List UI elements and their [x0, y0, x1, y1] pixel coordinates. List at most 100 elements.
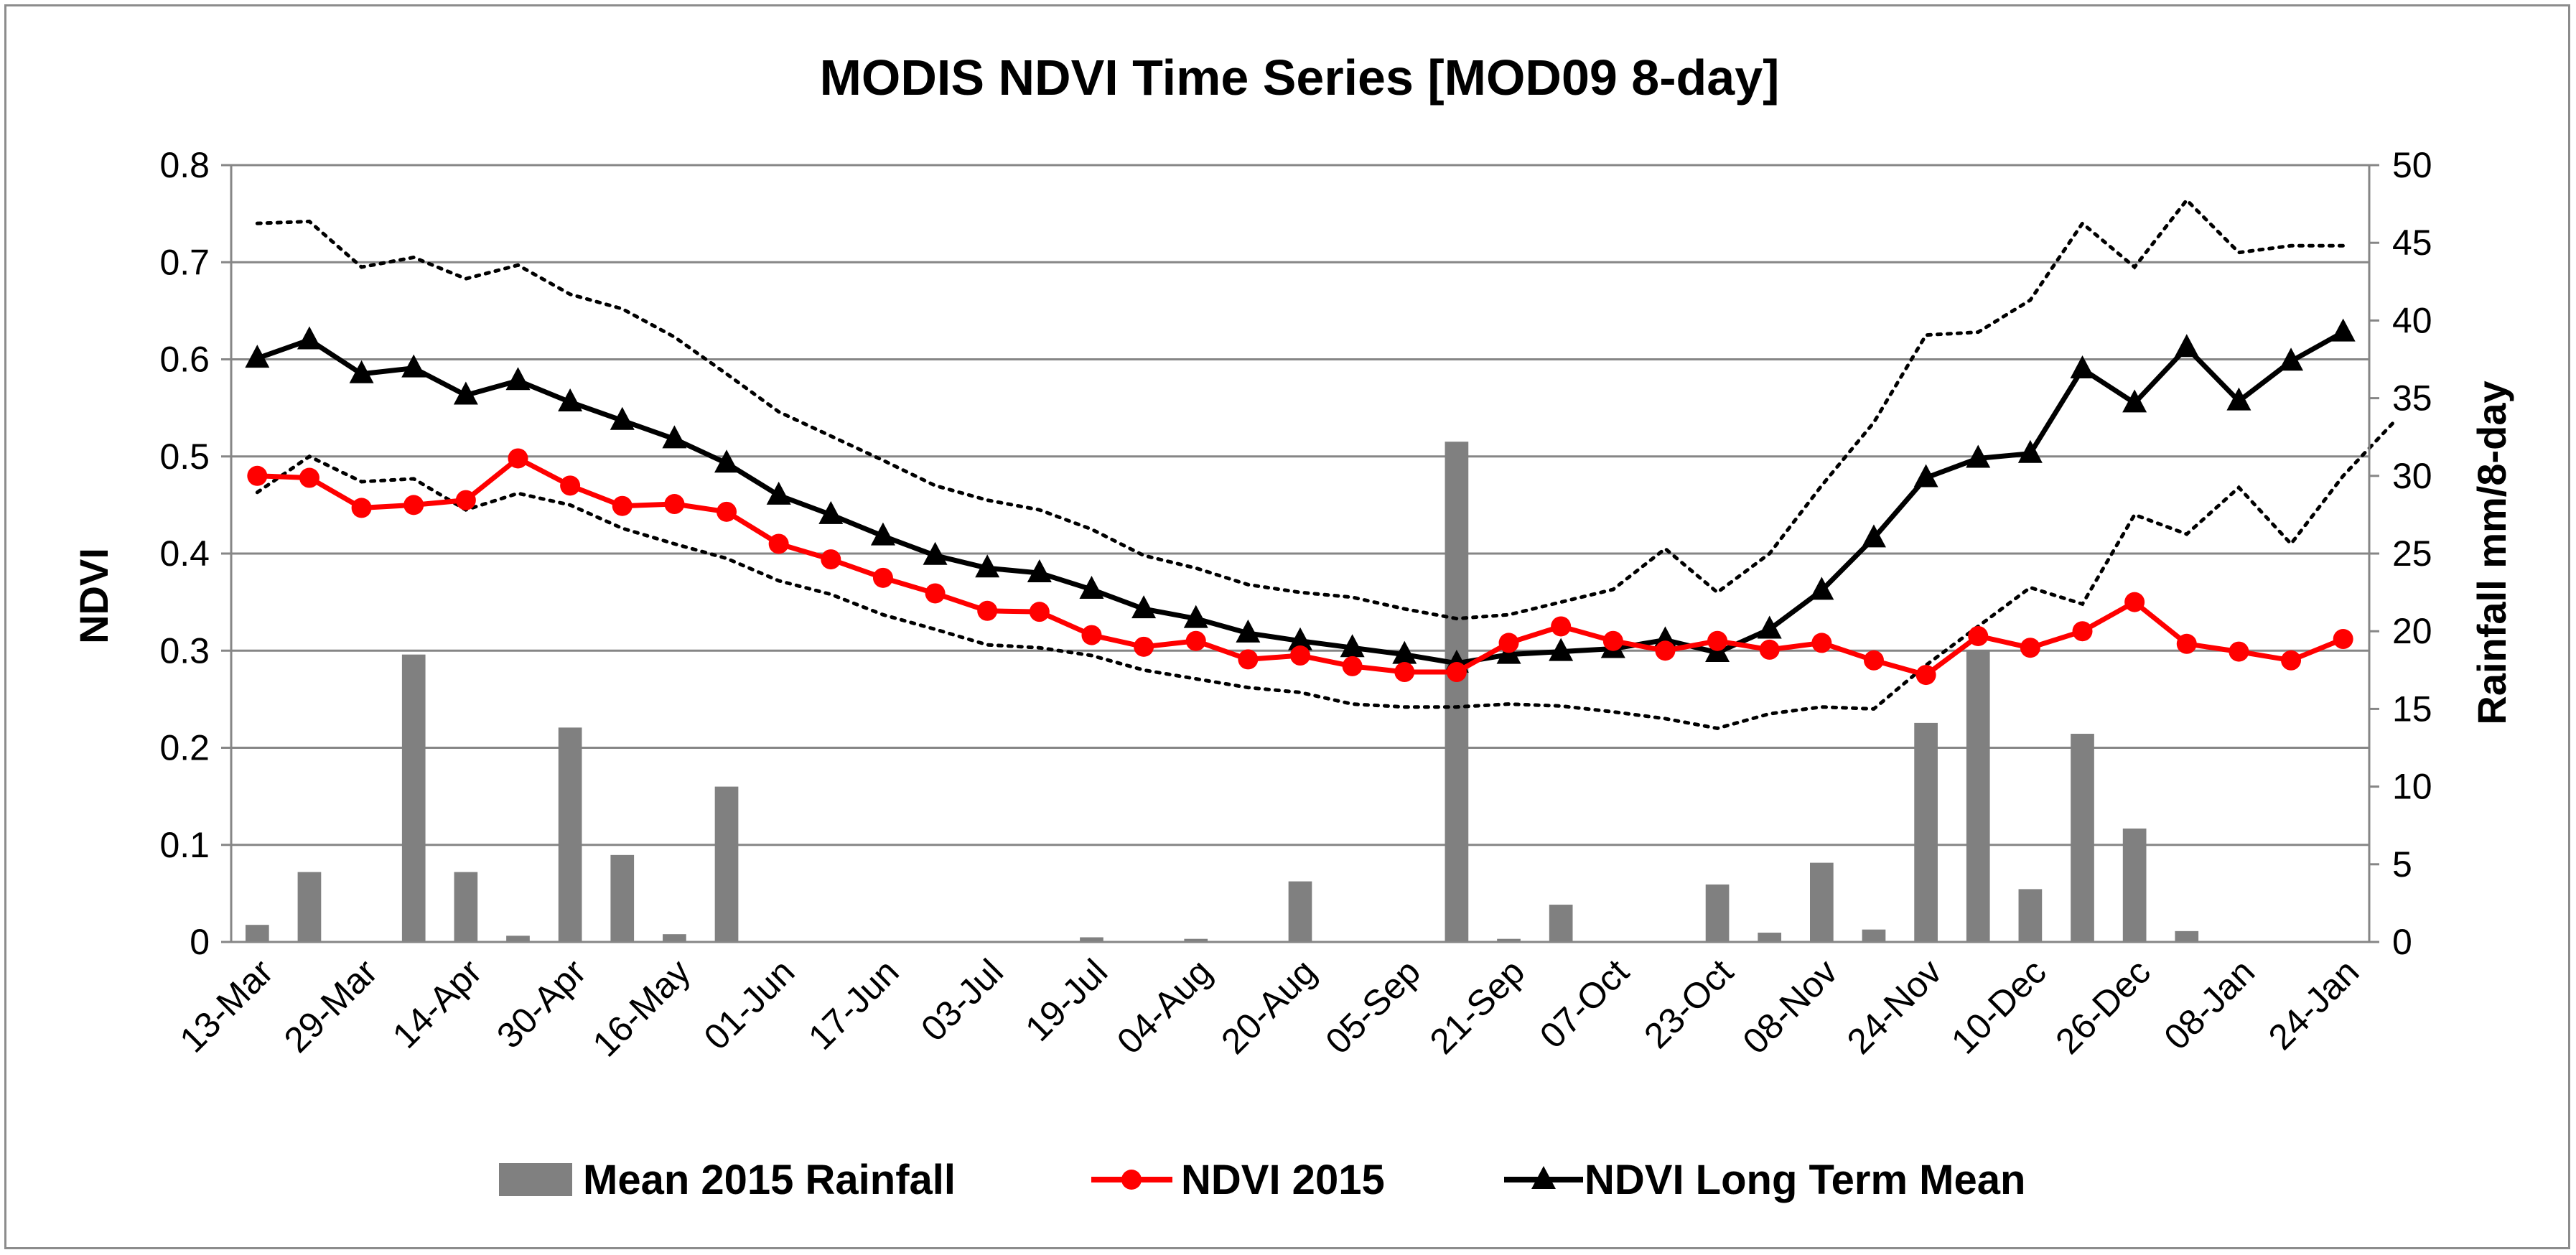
x-tick-label: 07-Oct — [1532, 951, 1637, 1056]
ndvi-2015-point — [1134, 636, 1154, 657]
ndvi-ltm-point — [1236, 619, 1261, 643]
ndvi-2015-point — [664, 494, 685, 515]
ndvi-ltm-point — [1913, 464, 1938, 487]
rainfall-bar — [2175, 930, 2199, 942]
ndvi-ltm-point — [297, 326, 322, 350]
ndvi-ltm-point — [245, 345, 270, 368]
y-tick-label-left: 0.7 — [159, 242, 210, 282]
ndvi-2015-point — [1342, 656, 1363, 676]
x-tick-label: 24-Jan — [2261, 951, 2367, 1058]
x-tick-label: 24-Nov — [1839, 951, 1950, 1062]
ndvi-2015-point — [612, 495, 633, 516]
y-tick-label-left: 0.6 — [159, 340, 210, 380]
ndvi-ltm-point — [2122, 389, 2147, 413]
ndvi-ltm-point — [2174, 334, 2199, 358]
x-tick-label: 01-Jun — [696, 951, 803, 1058]
chart-title: MODIS NDVI Time Series [MOD09 8-day] — [820, 50, 1780, 106]
rainfall-bar — [714, 786, 739, 942]
ndvi-ltm-point — [505, 367, 531, 391]
ndvi-ltm-point — [1549, 638, 1574, 661]
ndvi-2015-point — [717, 501, 737, 522]
rainfall-bar — [1080, 937, 1103, 942]
ndvi-ltm-point — [714, 449, 739, 473]
ndvi-2015-point — [1811, 633, 1832, 653]
rainfall-bar — [1497, 938, 1521, 942]
rainfall-bar — [454, 872, 478, 942]
lower-bound-line — [255, 419, 2397, 731]
ndvi-ltm-point — [1966, 444, 1991, 468]
ndvi-ltm-point — [818, 500, 844, 524]
rainfall-bar — [1914, 722, 1938, 942]
x-tick-label: 14-Apr — [385, 951, 490, 1056]
chart-frame — [4, 4, 2570, 1249]
y-tick-label-right: 15 — [2392, 689, 2432, 729]
ndvi-2015-point — [1863, 650, 1884, 671]
ndvi-2015-point — [2333, 629, 2353, 650]
x-tick-label: 29-Mar — [276, 951, 386, 1060]
ndvi-ltm-point — [1861, 524, 1886, 548]
ndvi-2015-point — [1185, 630, 1206, 651]
x-tick-label: 13-Mar — [172, 951, 281, 1060]
rainfall-bars — [245, 442, 2199, 942]
y-tick-label-left: 0.3 — [159, 630, 210, 671]
y-tick-label-right: 20 — [2392, 611, 2432, 651]
x-tick-label: 21-Sep — [1422, 951, 1533, 1062]
ndvi-ltm-point — [1183, 605, 1208, 628]
rainfall-bar — [1288, 881, 1312, 942]
x-tick-label: 19-Jul — [1017, 951, 1115, 1049]
ndvi-2015-point — [1602, 630, 1623, 651]
ndvi-ltm-point — [2070, 355, 2095, 379]
y-tick-label-left: 0.5 — [159, 437, 210, 477]
upper-bound-line — [255, 197, 2346, 621]
ndvi-ltm-point — [870, 522, 895, 546]
bound-lines — [255, 197, 2397, 731]
y-tick-label-right: 10 — [2392, 767, 2432, 807]
legend-label-ndvi-2015: NDVI 2015 — [1181, 1157, 1385, 1203]
rainfall-bar — [663, 934, 686, 942]
rainfall-bar — [2071, 734, 2094, 942]
ndvi-ltm-point — [1340, 634, 1365, 658]
gridlines — [231, 164, 2369, 846]
rainfall-bar — [1758, 933, 1782, 942]
legend-swatch-rainfall — [499, 1163, 572, 1196]
ndvi-ltm-point — [1392, 640, 1417, 664]
ndvi-2015-point — [2124, 592, 2145, 612]
ndvi-ltm-point — [558, 388, 583, 412]
rainfall-bar — [401, 654, 426, 942]
rainfall-bar — [1445, 442, 1469, 942]
x-tick-label: 10-Dec — [1943, 951, 2054, 1062]
legend-marker-ndvi-2015 — [1121, 1170, 1142, 1190]
y-tick-label-right: 0 — [2392, 922, 2412, 962]
y-tick-label-left: 0.2 — [159, 728, 210, 768]
ndvi-ltm-point — [2017, 439, 2043, 463]
ndvi-2015-point — [508, 448, 528, 469]
rainfall-bar — [610, 854, 635, 942]
ndvi-2015-point — [1707, 630, 1728, 651]
x-tick-label: 05-Sep — [1317, 951, 1428, 1062]
rainfall-bar — [2018, 889, 2043, 942]
ndvi-2015-point — [455, 490, 476, 510]
ndvi-2015-point — [768, 533, 789, 554]
y-tick-label-right: 25 — [2392, 533, 2432, 574]
y-tick-label-left: 0.1 — [159, 825, 210, 865]
ndvi-ltm-point — [2279, 347, 2304, 371]
x-tick-label: 08-Jan — [2156, 951, 2262, 1058]
ndvi-ltm-point — [610, 406, 635, 430]
ndvi-ltm-point — [349, 360, 374, 383]
ndvi-2015-point — [977, 600, 998, 621]
ndvi-2015-point — [1238, 649, 1259, 670]
legend-label-ndvi-ltm: NDVI Long Term Mean — [1585, 1157, 2025, 1203]
y-tick-label-left: 0.8 — [159, 145, 210, 185]
x-tick-label: 04-Aug — [1109, 951, 1220, 1062]
ndvi-2015-point — [2229, 641, 2249, 662]
ndvi-ltm-point — [1757, 615, 1782, 639]
legend-label-rainfall: Mean 2015 Rainfall — [583, 1157, 956, 1203]
y-tick-label-right: 50 — [2392, 145, 2432, 185]
rainfall-bar — [1966, 650, 1990, 942]
y-tick-label-right: 30 — [2392, 456, 2432, 496]
rainfall-bar — [2122, 829, 2147, 942]
ndvi-2015-point — [1029, 602, 1050, 622]
ndvi-2015-point — [1498, 633, 1519, 653]
